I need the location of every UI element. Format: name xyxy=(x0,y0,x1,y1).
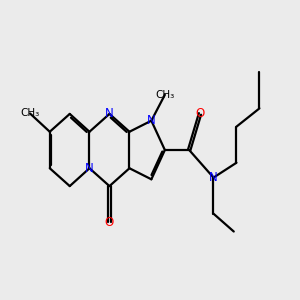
Text: N: N xyxy=(85,162,94,175)
Text: N: N xyxy=(105,107,114,120)
Text: CH₃: CH₃ xyxy=(20,109,40,118)
Text: CH₃: CH₃ xyxy=(155,90,175,100)
Text: N: N xyxy=(147,114,156,127)
Text: O: O xyxy=(195,107,205,120)
Text: N: N xyxy=(209,171,218,184)
Text: O: O xyxy=(105,216,114,229)
